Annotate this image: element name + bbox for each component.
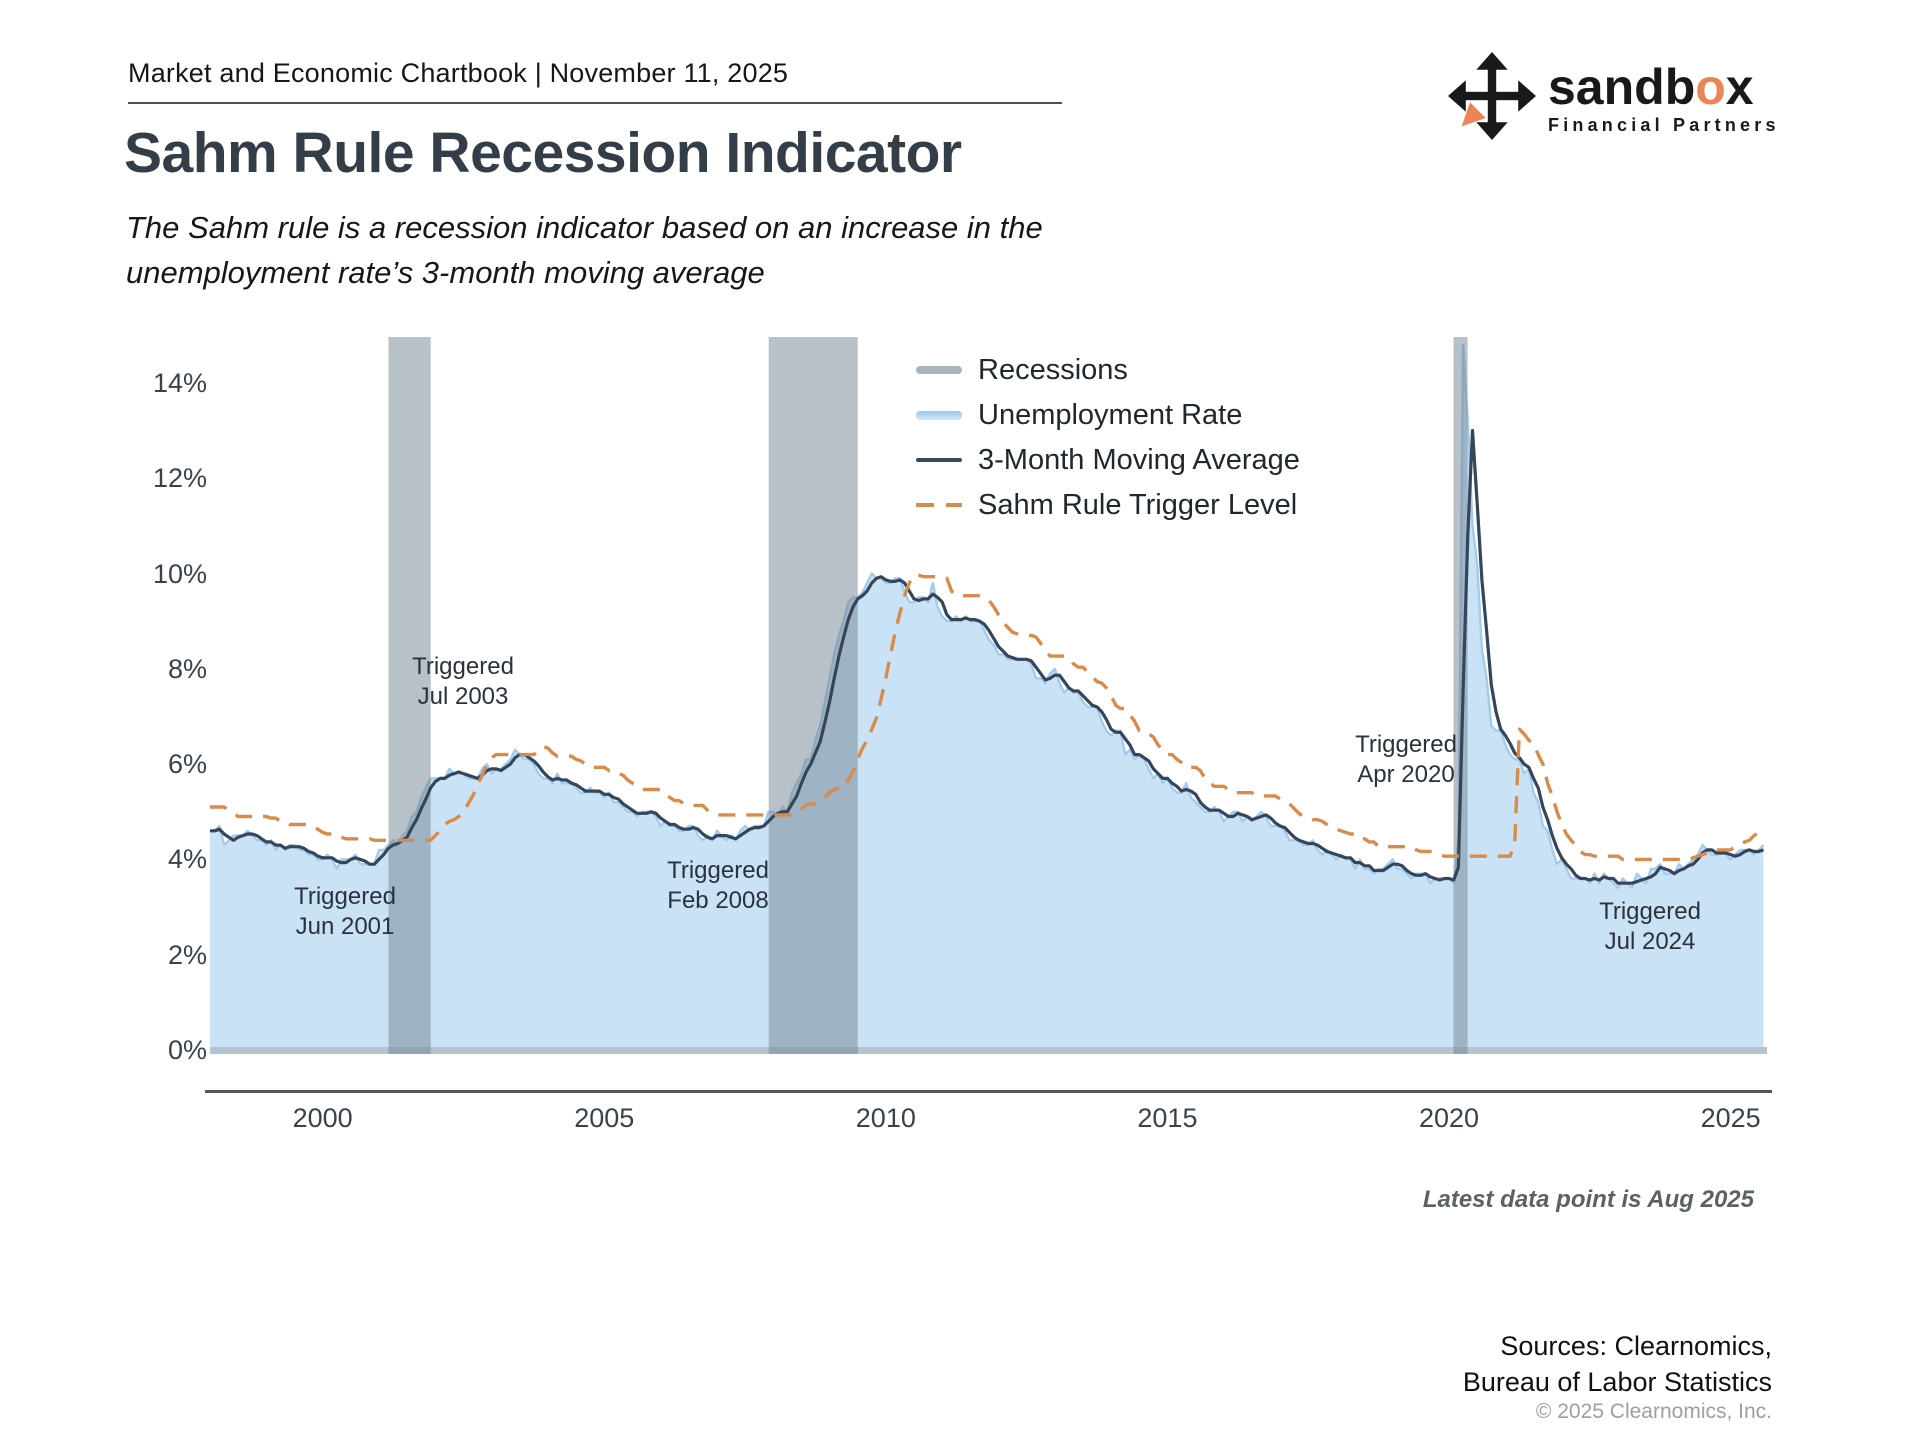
sources: Sources: Clearnomics, Bureau of Labor St… bbox=[1463, 1328, 1772, 1400]
y-tick-label: 14% bbox=[152, 367, 207, 398]
sources-line1: Sources: Clearnomics, bbox=[1500, 1331, 1772, 1361]
y-tick-label: 6% bbox=[167, 749, 207, 780]
logo-accent-letter: o bbox=[1695, 59, 1726, 115]
legend-swatch-ma bbox=[916, 458, 962, 462]
compass-arrows-icon bbox=[1448, 52, 1536, 145]
legend-item: Unemployment Rate bbox=[916, 397, 1300, 433]
trigger-annotation: Triggered Feb 2008 bbox=[667, 857, 769, 914]
x-tick-label: 2015 bbox=[1137, 1103, 1198, 1133]
sahm-trigger-line bbox=[210, 573, 1764, 862]
trigger-annotation: Triggered Jul 2024 bbox=[1599, 898, 1701, 955]
legend-label: Recessions bbox=[978, 353, 1128, 386]
y-tick-label: 0% bbox=[167, 1035, 207, 1065]
legend-label: Unemployment Rate bbox=[978, 398, 1243, 431]
x-tick-label: 2005 bbox=[574, 1103, 635, 1133]
copyright: © 2025 Clearnomics, Inc. bbox=[1535, 1400, 1772, 1423]
logo-tagline: Financial Partners bbox=[1548, 115, 1780, 135]
x-tick-label: 2010 bbox=[855, 1103, 916, 1133]
page-subtitle: The Sahm rule is a recession indicator b… bbox=[126, 210, 1043, 290]
breadcrumb: Market and Economic Chartbook | November… bbox=[128, 58, 789, 88]
logo: sandbox Financial Partners bbox=[1448, 52, 1780, 145]
y-tick-label: 10% bbox=[152, 558, 207, 589]
sources-line2: Bureau of Labor Statistics bbox=[1462, 1367, 1772, 1397]
legend-item: 3-Month Moving Average bbox=[916, 442, 1300, 478]
recession-band bbox=[768, 337, 858, 1054]
unemployment-rate-line bbox=[210, 343, 1765, 890]
x-tick-label: 2020 bbox=[1418, 1103, 1480, 1133]
y-tick-label: 2% bbox=[167, 939, 207, 970]
y-tick-label: 4% bbox=[167, 844, 207, 875]
legend: Recessions Unemployment Rate 3-Month Movin… bbox=[916, 352, 1300, 523]
legend-label: Sahm Rule Trigger Level bbox=[978, 488, 1298, 521]
header-divider bbox=[128, 102, 1062, 104]
recession-band bbox=[388, 337, 431, 1054]
x-axis-line bbox=[205, 1090, 1772, 1093]
y-tick-label: 8% bbox=[167, 653, 207, 684]
legend-swatch-band bbox=[916, 366, 962, 374]
legend-item: Recessions bbox=[916, 352, 1300, 388]
recession-band bbox=[1453, 337, 1468, 1054]
legend-swatch-rate bbox=[916, 410, 962, 420]
x-tick-label: 2025 bbox=[1700, 1103, 1761, 1133]
legend-label: 3-Month Moving Average bbox=[978, 443, 1300, 476]
zero-baseline-bar bbox=[210, 1047, 1767, 1054]
trigger-annotation: Triggered Jun 2001 bbox=[294, 883, 396, 940]
x-tick-label: 2000 bbox=[292, 1103, 353, 1133]
y-tick-label: 12% bbox=[152, 463, 207, 494]
page-title: Sahm Rule Recession Indicator bbox=[124, 121, 962, 185]
latest-data-note: Latest data point is Aug 2025 bbox=[1422, 1186, 1754, 1213]
moving-average-line bbox=[210, 429, 1765, 885]
logo-name: sandbox bbox=[1548, 59, 1754, 115]
legend-item: Sahm Rule Trigger Level bbox=[916, 487, 1300, 523]
logo-text: sandbox Financial Partners bbox=[1548, 61, 1780, 136]
legend-swatch-dash bbox=[916, 503, 962, 507]
trigger-annotation: Triggered Apr 2020 bbox=[1355, 731, 1457, 788]
trigger-annotation: Triggered Jul 2003 bbox=[412, 653, 514, 710]
